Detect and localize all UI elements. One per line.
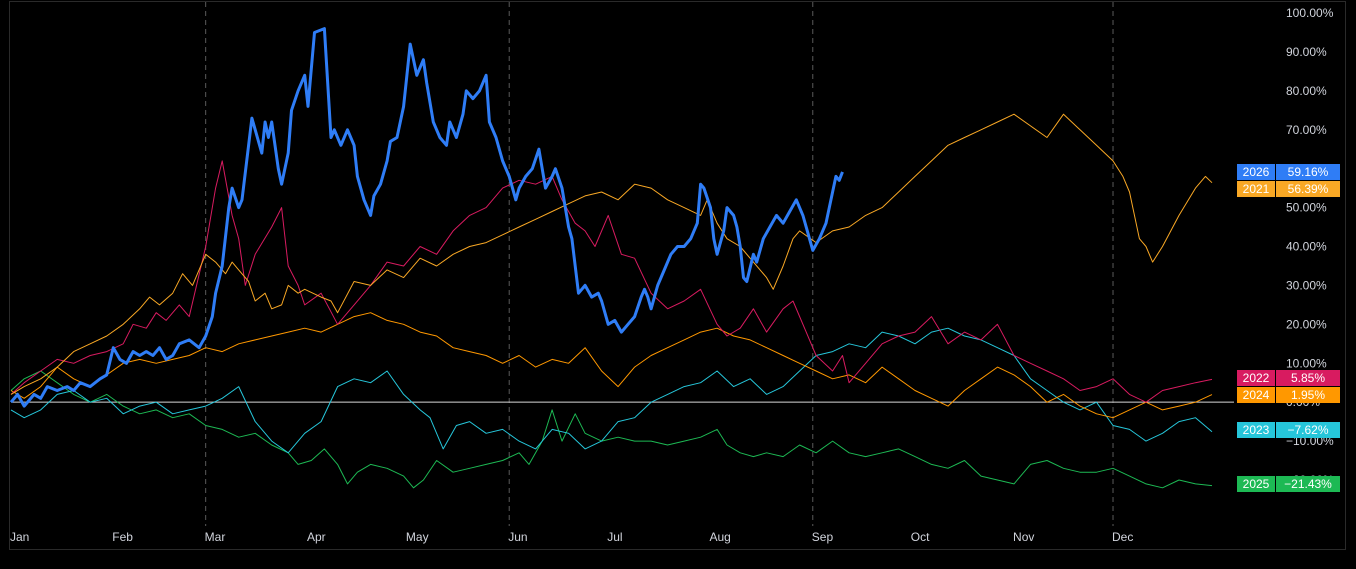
x-tick-label-aug: Aug — [709, 530, 730, 544]
badge-year-bg-2025 — [1237, 476, 1275, 492]
badge-value-bg-2024 — [1276, 387, 1340, 403]
badge-year-bg-2024 — [1237, 387, 1275, 403]
y-tick-label: 10.00% — [1286, 356, 1327, 370]
series-line-2024 — [10, 312, 1213, 419]
badge-value-bg-2021 — [1276, 181, 1340, 197]
badge-year-2022: 2022 — [1243, 371, 1270, 385]
x-tick-label-mar: Mar — [205, 530, 226, 544]
badge-value-bg-2026 — [1276, 164, 1340, 180]
badge-value-bg-2022 — [1276, 370, 1340, 386]
x-tick-label-nov: Nov — [1013, 530, 1034, 544]
badge-year-2026: 2026 — [1243, 165, 1270, 179]
x-tick-label-apr: Apr — [307, 530, 326, 544]
y-tick-label: 90.00% — [1286, 45, 1327, 59]
badge-value-2024: 1.95% — [1291, 388, 1325, 402]
badge-year-bg-2021 — [1237, 181, 1275, 197]
y-tick-label: 40.00% — [1286, 240, 1327, 254]
x-tick-label-dec: Dec — [1112, 530, 1133, 544]
chart-frame — [9, 1, 1346, 550]
badge-value-2023: −7.62% — [1287, 423, 1328, 437]
x-tick-label-jul: Jul — [607, 530, 622, 544]
badge-year-2025: 2025 — [1243, 477, 1270, 491]
y-tick-label: 20.00% — [1286, 317, 1327, 331]
badge-year-bg-2023 — [1237, 422, 1275, 438]
badge-value-2022: 5.85% — [1291, 371, 1325, 385]
x-tick-label-may: May — [406, 530, 429, 544]
badge-value-bg-2025 — [1276, 476, 1340, 492]
series-line-2026 — [9, 27, 844, 408]
badge-year-bg-2026 — [1237, 164, 1275, 180]
badge-year-2023: 2023 — [1243, 423, 1270, 437]
badge-value-2021: 56.39% — [1288, 182, 1329, 196]
series-line-2025 — [10, 370, 1213, 489]
y-tick-label: 70.00% — [1286, 123, 1327, 137]
x-tick-label-feb: Feb — [112, 530, 133, 544]
badge-year-2021: 2021 — [1243, 182, 1270, 196]
series-line-2022 — [10, 160, 1213, 403]
badge-year-bg-2022 — [1237, 370, 1275, 386]
badge-value-2026: 59.16% — [1288, 165, 1329, 179]
series-line-2021 — [10, 113, 1213, 395]
y-tick-label: 50.00% — [1286, 201, 1327, 215]
x-tick-label-sep: Sep — [812, 530, 834, 544]
badge-value-bg-2023 — [1276, 422, 1340, 438]
y-tick-label: 100.00% — [1286, 6, 1334, 20]
y-tick-label: 30.00% — [1286, 278, 1327, 292]
x-tick-label-jan: Jan — [10, 530, 29, 544]
x-tick-label-oct: Oct — [911, 530, 930, 544]
x-tick-label-jun: Jun — [508, 530, 527, 544]
badge-year-2024: 2024 — [1243, 388, 1270, 402]
series-line-2023 — [10, 327, 1213, 454]
y-tick-label: 80.00% — [1286, 84, 1327, 98]
badge-value-2025: −21.43% — [1284, 477, 1332, 491]
